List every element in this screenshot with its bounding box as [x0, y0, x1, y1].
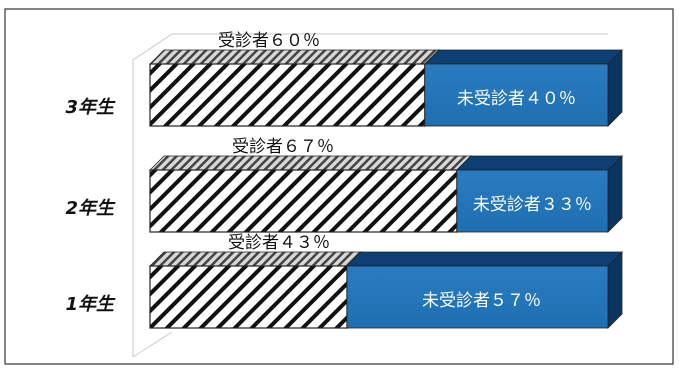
category-label: 2年生 — [65, 198, 116, 219]
bar-not-examined-3 — [346, 265, 609, 329]
bar-examined-1-top — [149, 49, 440, 65]
back-wall-edge — [132, 33, 608, 357]
bar-not-examined-1-top — [423, 49, 623, 65]
data-label-not-examined: 未受診者５７％ — [422, 291, 541, 311]
bar-examined-3-top — [149, 251, 362, 267]
data-label-examined: 受診者６７％ — [232, 137, 334, 157]
bar-examined-2 — [149, 169, 458, 233]
data-label-examined: 受診者４３％ — [228, 233, 330, 253]
bar-examined-3 — [149, 265, 348, 329]
bar-not-examined-2-top — [455, 155, 623, 171]
category-label: 1年生 — [65, 294, 116, 315]
category-label: 3年生 — [65, 97, 116, 118]
bar-examined-1 — [149, 63, 426, 127]
bar-not-examined-2-side — [607, 155, 623, 233]
chart-frame — [4, 8, 674, 365]
bar-not-examined-3-side — [607, 251, 623, 329]
bar-not-examined-3-top — [345, 251, 623, 267]
bar-not-examined-1-side — [607, 49, 623, 127]
bar-not-examined-1 — [424, 63, 609, 127]
bar-examined-2-top — [149, 155, 472, 171]
data-label-examined: 受診者６０％ — [218, 31, 320, 51]
floor-edge — [132, 331, 173, 358]
bar-not-examined-2 — [456, 169, 609, 233]
data-label-not-examined: 未受診者４０％ — [457, 89, 576, 109]
data-label-not-examined: 未受診者３３％ — [473, 195, 592, 215]
